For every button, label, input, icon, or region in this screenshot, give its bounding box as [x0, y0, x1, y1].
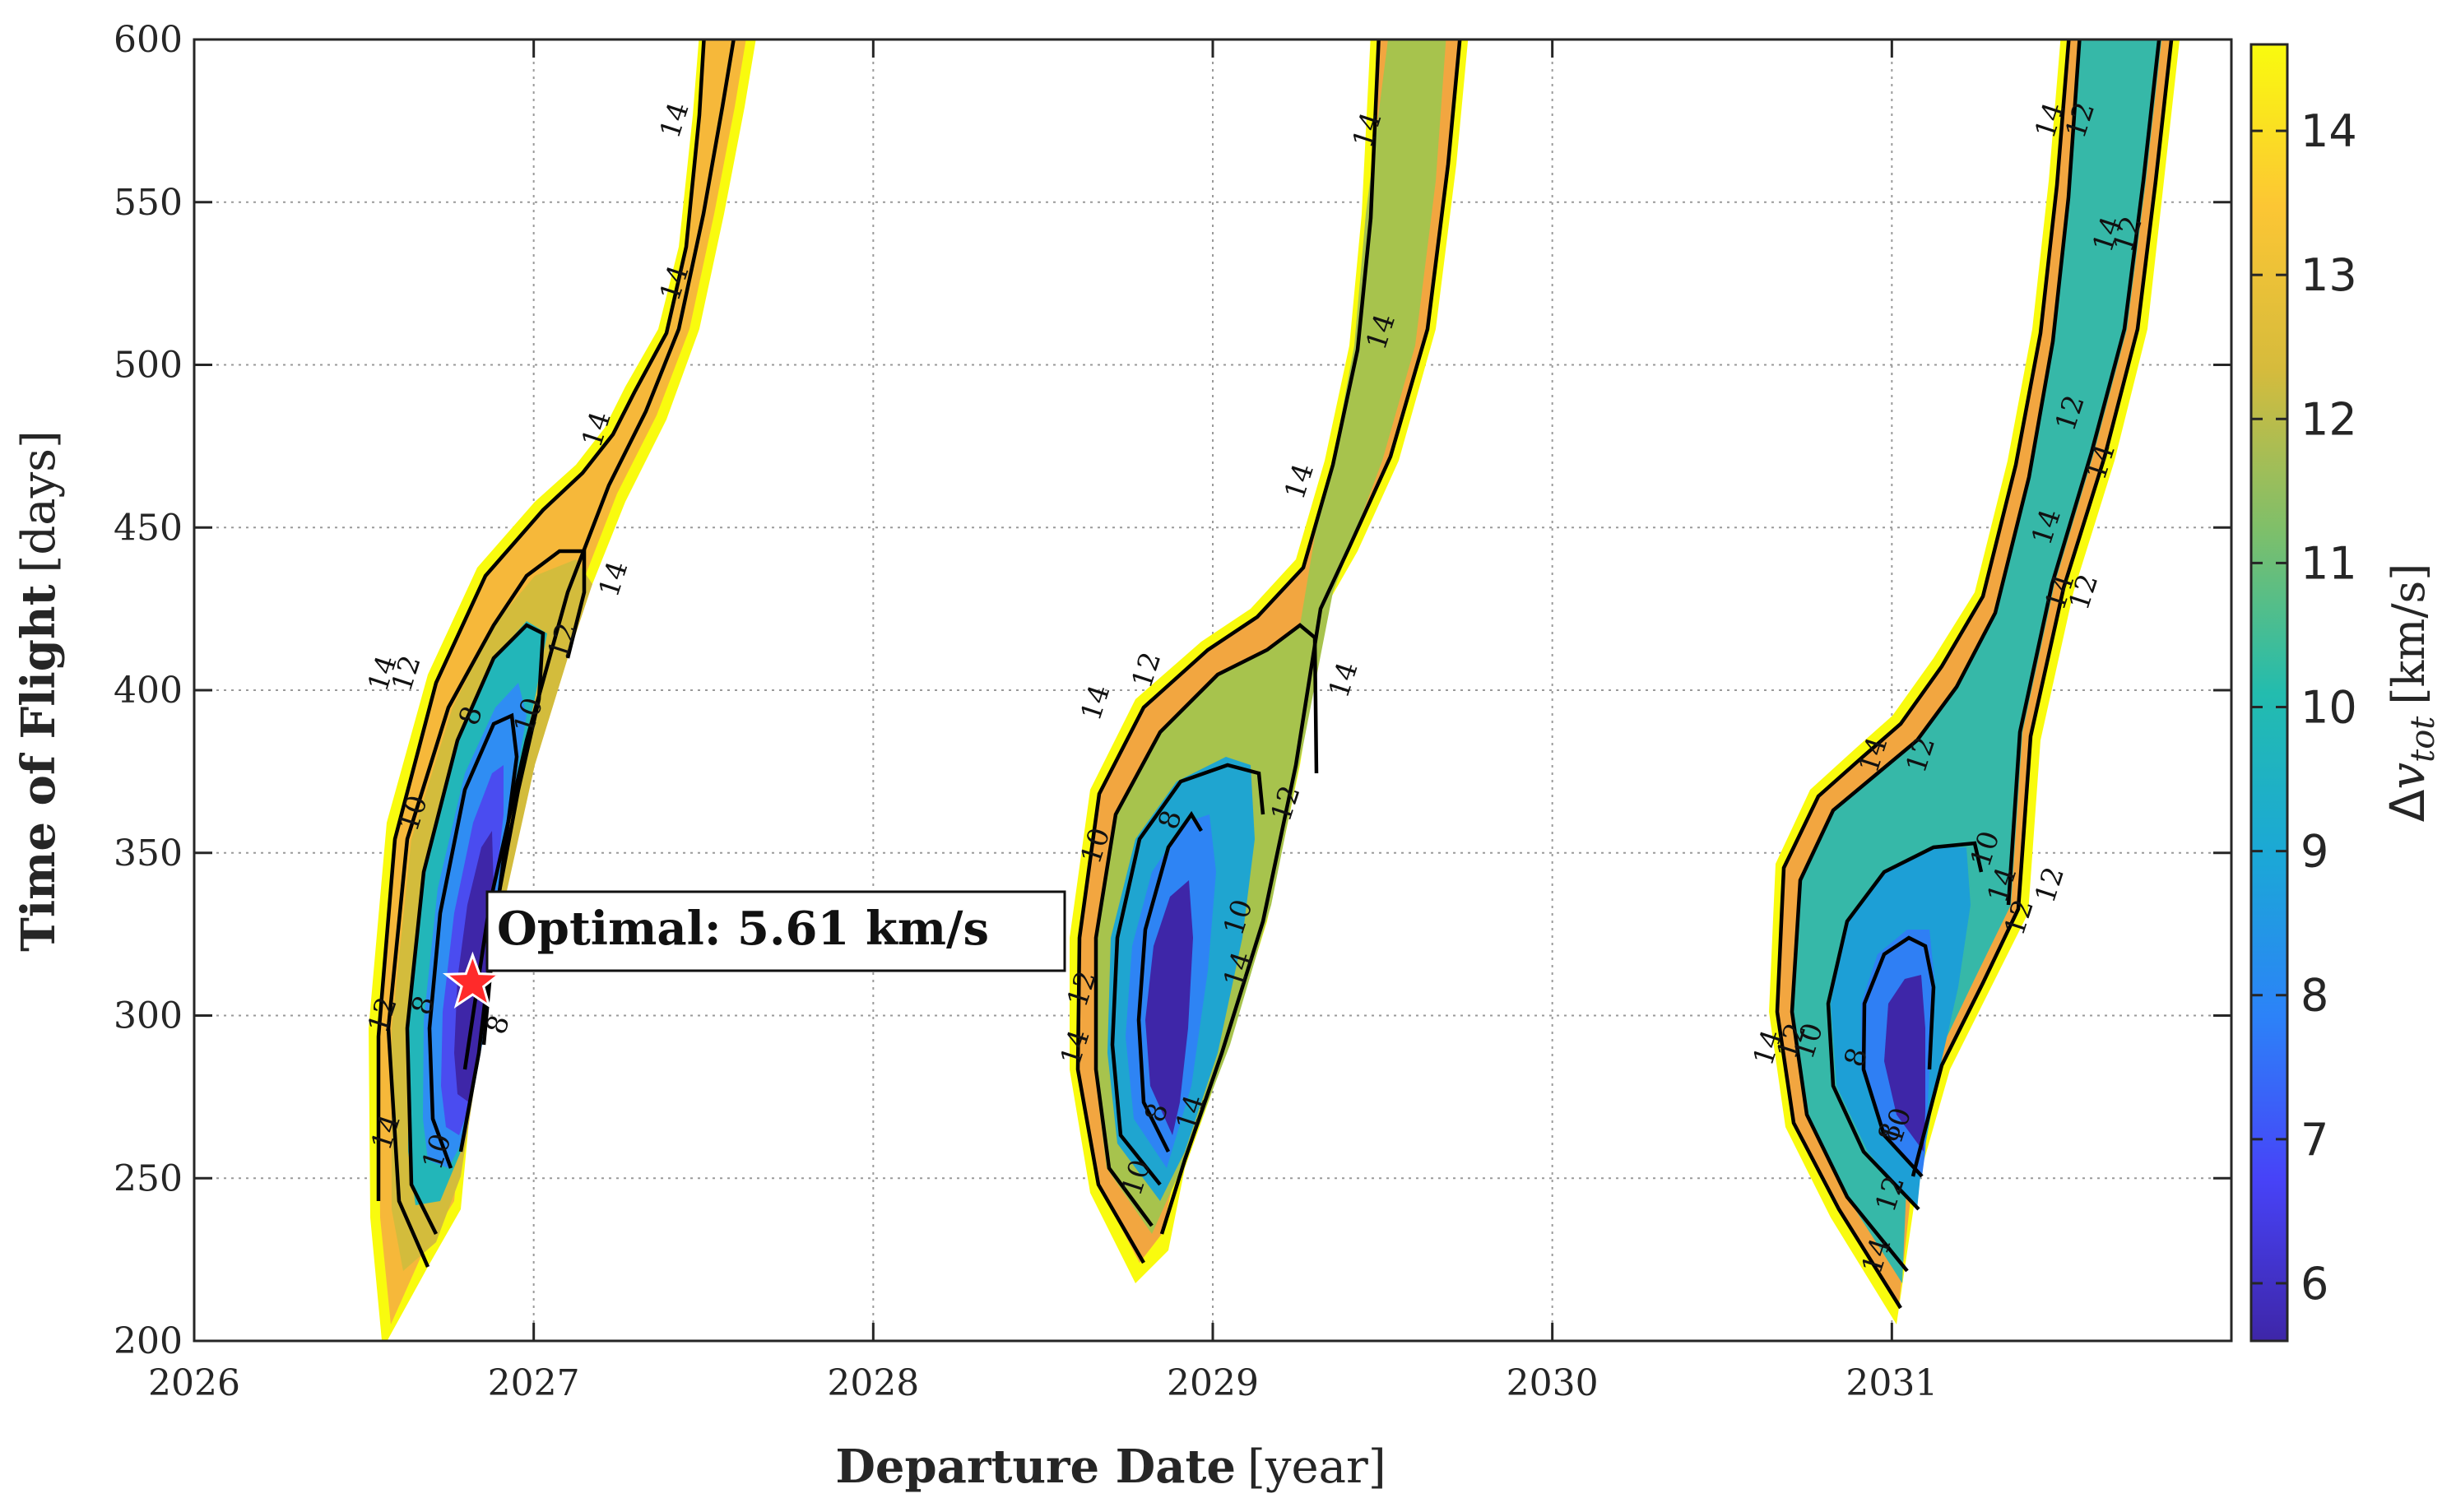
w3-12-left — [1790, 39, 2082, 1273]
colorbar-tick-label: 10 — [2300, 682, 2357, 734]
x-axis-label: Departure Date [year] — [835, 1440, 1386, 1494]
y-tick-label: 350 — [114, 833, 183, 874]
x-tick-label: 2028 — [827, 1362, 919, 1404]
optimal-annotation: Optimal: 5.61 km/s — [442, 890, 1066, 1009]
w3-core — [1884, 975, 1925, 1152]
y-axis-label: Time of Flight [days] — [12, 430, 66, 952]
w1-8 — [427, 712, 519, 1169]
w2-14-left — [1075, 39, 1381, 1264]
colorbar-tick-label: 11 — [2300, 537, 2357, 589]
x-tick-label: 2029 — [1167, 1362, 1259, 1404]
w1-14-left — [376, 39, 706, 1201]
y-axis-label-unit: [days] — [12, 430, 66, 573]
colorbar-tick-label: 6 — [2300, 1258, 2328, 1310]
w3-12-right — [2006, 39, 2161, 906]
y-tick-label: 200 — [114, 1320, 183, 1362]
w3-10 — [1826, 841, 1984, 1211]
w3-14-right — [1910, 39, 2174, 1177]
optimal-star-marker — [442, 951, 503, 1009]
x-axis-label-main: Departure Date — [835, 1440, 1236, 1494]
colorbar-tick-label: 9 — [2300, 826, 2328, 878]
colorbar-label-delta: Δ — [2379, 789, 2435, 822]
y-tick-label: 600 — [114, 19, 183, 61]
y-tick-label: 550 — [114, 182, 183, 224]
annotation-box — [485, 890, 1066, 972]
w1-12 — [386, 549, 587, 1268]
w2-core — [1145, 880, 1193, 1135]
x-tick-label: 2026 — [148, 1362, 240, 1404]
y-axis-ticks: 200 250 300 350 400 450 500 550 600 — [114, 19, 2231, 1362]
colorbar-tick-label: 14 — [2300, 105, 2357, 157]
colorbar-tick-label: 8 — [2300, 970, 2328, 1022]
colorbar-ticks: 6 7 8 9 10 11 12 13 14 — [2251, 105, 2357, 1310]
y-axis-label-main: Time of Flight — [12, 584, 66, 951]
x-tick-label: 2031 — [1845, 1362, 1938, 1404]
y-tick-label: 400 — [114, 670, 183, 712]
w2-12 — [1093, 623, 1319, 1227]
w2-10 — [1110, 763, 1265, 1186]
colorbar-tick-label: 13 — [2300, 249, 2357, 301]
x-axis-label-unit: [year] — [1247, 1440, 1386, 1494]
x-tick-label: 2030 — [1507, 1362, 1599, 1404]
colorbar-tick-label: 12 — [2300, 393, 2357, 445]
colorbar-label-sub: tot — [2404, 716, 2442, 763]
y-tick-label: 250 — [114, 1157, 183, 1199]
annotation-text: Optimal: 5.61 km/s — [497, 902, 989, 956]
colorbar-label-var: v — [2379, 763, 2435, 790]
y-tick-label: 300 — [114, 995, 183, 1037]
w3-14-left — [1775, 39, 2071, 1310]
x-axis-ticks: 2026 2027 2028 2029 2030 2031 — [148, 39, 1938, 1404]
colorbar — [2249, 43, 2289, 1343]
y-tick-label: 450 — [114, 507, 183, 549]
w2-14-right — [1159, 39, 1462, 1235]
colorbar-label-unit: [km/s] — [2383, 564, 2435, 705]
x-tick-label: 2027 — [488, 1362, 580, 1404]
w2-8 — [1136, 810, 1203, 1153]
w3-8 — [1861, 935, 1936, 1178]
y-tick-label: 500 — [114, 345, 183, 387]
colorbar-label: Δvtot [km/s] — [2379, 564, 2442, 823]
contour-lines — [376, 39, 2174, 1310]
colorbar-tick-label: 7 — [2300, 1114, 2328, 1166]
